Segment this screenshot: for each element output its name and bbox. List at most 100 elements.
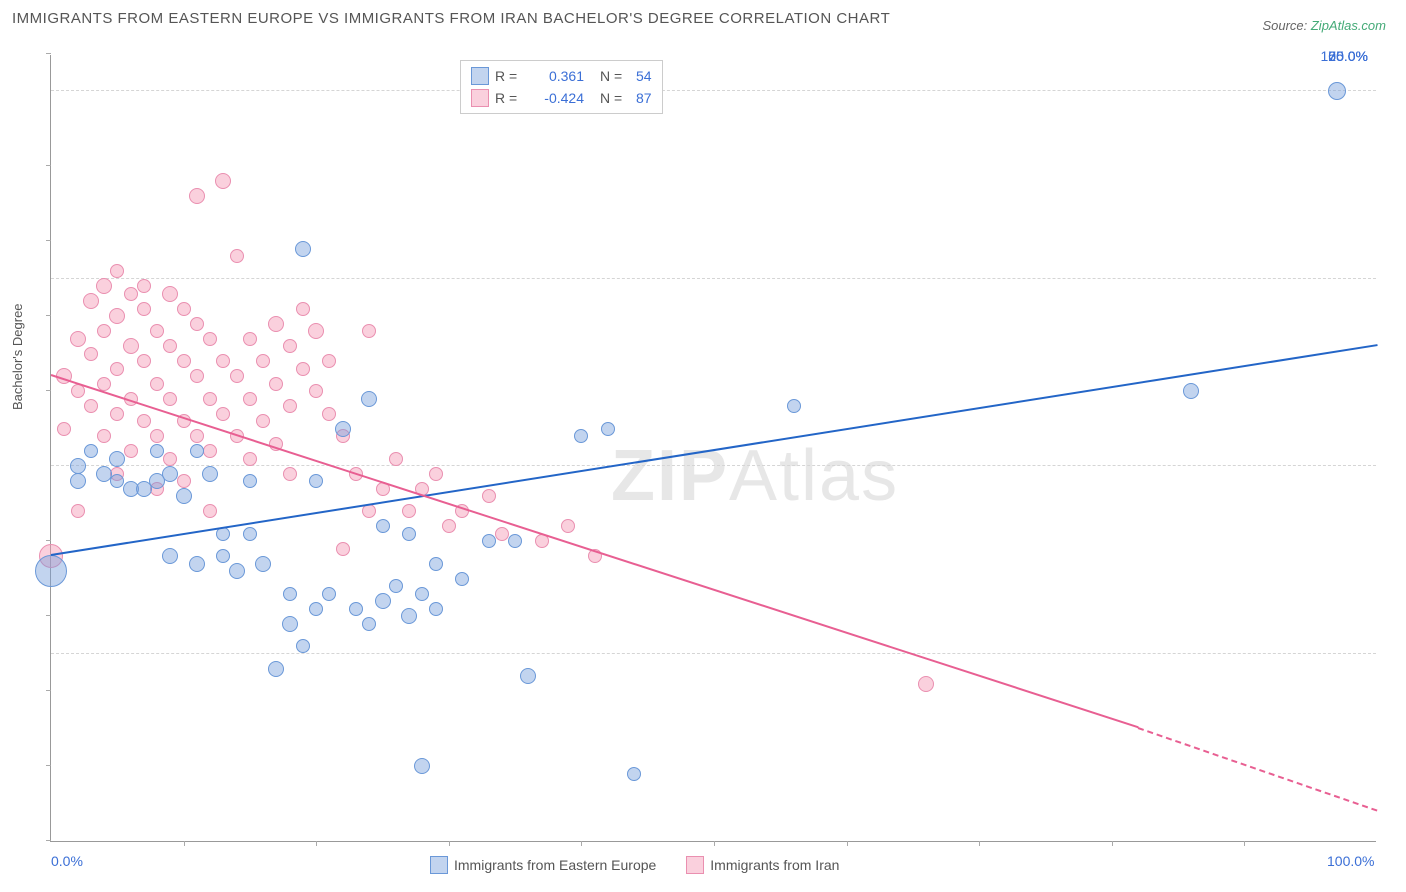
scatter-point-series1 [190,444,204,458]
scatter-point-series2 [230,369,244,383]
scatter-point-series2 [109,308,125,324]
scatter-point-series1 [455,572,469,586]
scatter-point-series2 [96,278,112,294]
x-minor-tick [184,841,185,846]
scatter-point-series2 [177,354,191,368]
n-value-2: 87 [636,90,652,106]
gridline-h [51,278,1376,279]
scatter-point-series2 [110,362,124,376]
gridline-h [51,653,1376,654]
scatter-point-series1 [1183,383,1199,399]
scatter-point-series2 [918,676,934,692]
scatter-point-series2 [190,429,204,443]
trendline-series2-dash [1138,727,1377,811]
scatter-point-series2 [70,331,86,347]
r-value-2: -0.424 [529,90,584,106]
scatter-point-series2 [203,444,217,458]
scatter-point-series2 [203,392,217,406]
watermark-rest: Atlas [729,436,899,516]
y-axis-title: Bachelor's Degree [10,303,25,410]
r-label: R = [495,68,523,84]
scatter-point-series2 [177,302,191,316]
scatter-point-series2 [216,407,230,421]
scatter-point-series2 [389,452,403,466]
scatter-point-series1 [162,548,178,564]
scatter-point-series2 [110,264,124,278]
scatter-point-series2 [189,188,205,204]
scatter-point-series1 [361,391,377,407]
y-minor-tick [46,765,51,766]
scatter-point-series2 [57,422,71,436]
scatter-point-series1 [295,241,311,257]
source-attribution: Source: ZipAtlas.com [1262,18,1386,33]
scatter-point-series1 [243,527,257,541]
scatter-point-series1 [1328,82,1346,100]
scatter-point-series2 [442,519,456,533]
scatter-point-series2 [137,354,151,368]
scatter-point-series1 [282,616,298,632]
x-tick-label: 0.0% [51,853,83,869]
scatter-point-series2 [203,332,217,346]
scatter-point-series2 [256,414,270,428]
scatter-point-series2 [150,377,164,391]
scatter-point-series2 [256,354,270,368]
scatter-point-series1 [601,422,615,436]
scatter-point-series2 [230,249,244,263]
scatter-point-series1 [268,661,284,677]
y-minor-tick [46,540,51,541]
scatter-point-series2 [150,429,164,443]
scatter-point-series2 [322,354,336,368]
scatter-point-series2 [362,324,376,338]
scatter-point-series2 [402,504,416,518]
series2-name: Immigrants from Iran [710,857,839,873]
scatter-point-series1 [429,557,443,571]
scatter-point-series2 [561,519,575,533]
scatter-point-series2 [269,377,283,391]
scatter-point-series1 [429,602,443,616]
scatter-point-series2 [190,317,204,331]
x-minor-tick [449,841,450,846]
swatch-series1 [430,856,448,874]
scatter-point-series1 [229,563,245,579]
scatter-point-series1 [574,429,588,443]
scatter-point-series2 [83,293,99,309]
series-legend: Immigrants from Eastern Europe Immigrant… [430,856,839,874]
scatter-point-series2 [283,339,297,353]
scatter-point-series1 [322,587,336,601]
scatter-point-series1 [508,534,522,548]
scatter-point-series2 [163,339,177,353]
scatter-point-series1 [283,587,297,601]
scatter-point-series2 [124,287,138,301]
y-minor-tick [46,315,51,316]
scatter-point-series1 [70,473,86,489]
scatter-point-series2 [84,347,98,361]
scatter-point-series2 [268,316,284,332]
swatch-series2 [686,856,704,874]
y-minor-tick [46,240,51,241]
source-prefix: Source: [1262,18,1310,33]
stats-row-series2: R = -0.424 N = 87 [471,87,652,109]
scatter-point-series1 [482,534,496,548]
scatter-point-series1 [202,466,218,482]
scatter-point-series1 [255,556,271,572]
scatter-point-series2 [163,452,177,466]
scatter-point-series1 [414,758,430,774]
x-minor-tick [979,841,980,846]
y-minor-tick [46,615,51,616]
scatter-point-series1 [376,519,390,533]
scatter-point-series2 [322,407,336,421]
scatter-point-series1 [362,617,376,631]
scatter-point-series1 [520,668,536,684]
trendline-series1 [51,344,1377,556]
scatter-point-series2 [137,414,151,428]
scatter-point-series1 [309,602,323,616]
scatter-point-series2 [283,399,297,413]
y-minor-tick [46,165,51,166]
scatter-point-series2 [309,384,323,398]
scatter-point-series2 [162,286,178,302]
y-minor-tick [46,390,51,391]
scatter-point-series2 [124,444,138,458]
scatter-point-series1 [402,527,416,541]
scatter-point-series2 [283,467,297,481]
source-link[interactable]: ZipAtlas.com [1311,18,1386,33]
